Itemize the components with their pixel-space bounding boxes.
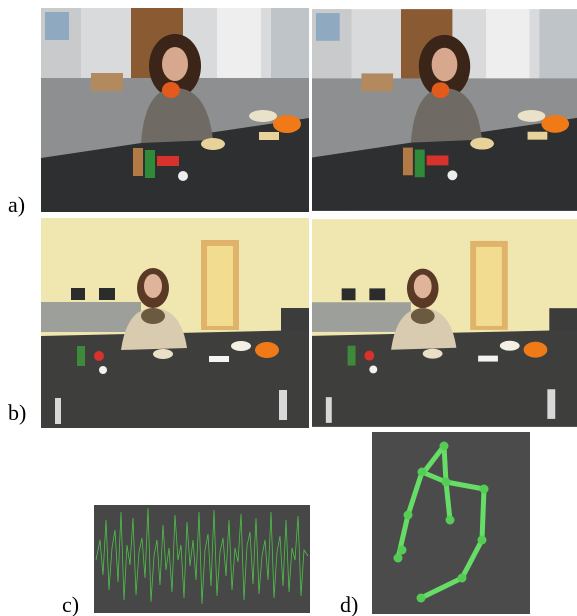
panel-b: b) <box>8 218 577 428</box>
image-left <box>41 8 309 212</box>
image-right <box>312 9 577 211</box>
panel-label: c) <box>62 592 79 616</box>
figure: a) b) c) d) <box>0 0 577 616</box>
panel-label: d) <box>340 592 358 616</box>
panel-d: d) <box>340 432 530 616</box>
panel-a: a) <box>8 8 577 217</box>
page: a) b) c) d) (() => <box>0 0 577 616</box>
panel-c: c) <box>62 505 310 616</box>
panel-label: b) <box>8 400 26 425</box>
image-right <box>312 219 577 427</box>
image-left <box>41 218 309 428</box>
panel-label: a) <box>8 192 25 217</box>
